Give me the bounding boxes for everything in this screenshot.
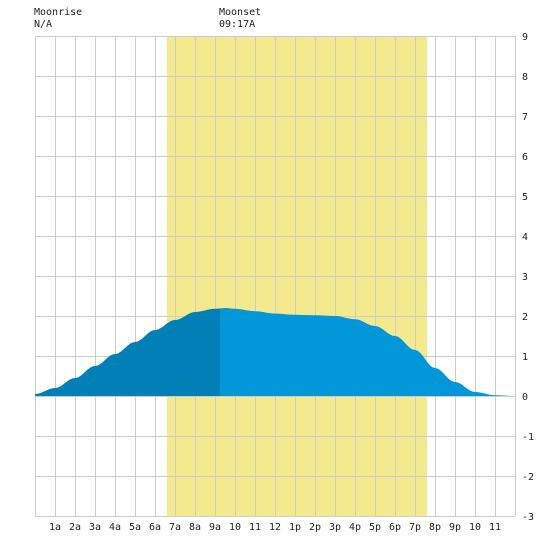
- y-tick-label: 1: [522, 352, 528, 363]
- moonset-label: Moonset: [219, 7, 262, 18]
- x-tick-label: 4p: [349, 522, 361, 533]
- y-tick-label: 8: [522, 72, 528, 83]
- x-tick-label: 11: [249, 522, 261, 533]
- y-tick-label: -3: [522, 512, 534, 523]
- x-tick-label: 6p: [389, 522, 401, 533]
- x-tick-label: 10: [469, 522, 481, 533]
- moonset-value: 09:17A: [219, 19, 256, 30]
- x-tick-label: 9p: [449, 522, 461, 533]
- x-tick-label: 10: [229, 522, 241, 533]
- y-tick-label: 3: [522, 272, 528, 283]
- x-tick-label: 1p: [289, 522, 301, 533]
- y-tick-label: 2: [522, 312, 528, 323]
- x-tick-label: 2p: [309, 522, 321, 533]
- x-tick-label: 8a: [189, 522, 201, 533]
- x-tick-label: 7a: [169, 522, 181, 533]
- tide-area-after-moonset: [220, 308, 515, 396]
- y-tick-label: 0: [522, 392, 528, 403]
- tide-area-before-moonset: [35, 308, 221, 396]
- x-tick-label: 1a: [49, 522, 61, 533]
- x-tick-label: 5a: [129, 522, 141, 533]
- x-tick-label: 6a: [149, 522, 161, 533]
- y-tick-label: -2: [522, 472, 534, 483]
- x-tick-label: 3p: [329, 522, 341, 533]
- y-tick-label: 4: [522, 232, 528, 243]
- x-tick-label: 8p: [429, 522, 441, 533]
- x-tick-label: 5p: [369, 522, 381, 533]
- y-tick-label: -1: [522, 432, 534, 443]
- x-tick-label: 2a: [69, 522, 81, 533]
- y-tick-label: 9: [522, 32, 528, 43]
- x-tick-label: 3a: [89, 522, 101, 533]
- x-tick-label: 12: [269, 522, 281, 533]
- y-tick-label: 5: [522, 192, 528, 203]
- moonrise-value: N/A: [34, 19, 53, 30]
- x-tick-label: 4a: [109, 522, 121, 533]
- moonrise-label: Moonrise: [34, 7, 83, 18]
- x-tick-label: 7p: [409, 522, 421, 533]
- x-tick-label: 11: [489, 522, 501, 533]
- y-tick-label: 7: [522, 112, 528, 123]
- x-tick-label: 9a: [209, 522, 221, 533]
- y-tick-label: 6: [522, 152, 528, 163]
